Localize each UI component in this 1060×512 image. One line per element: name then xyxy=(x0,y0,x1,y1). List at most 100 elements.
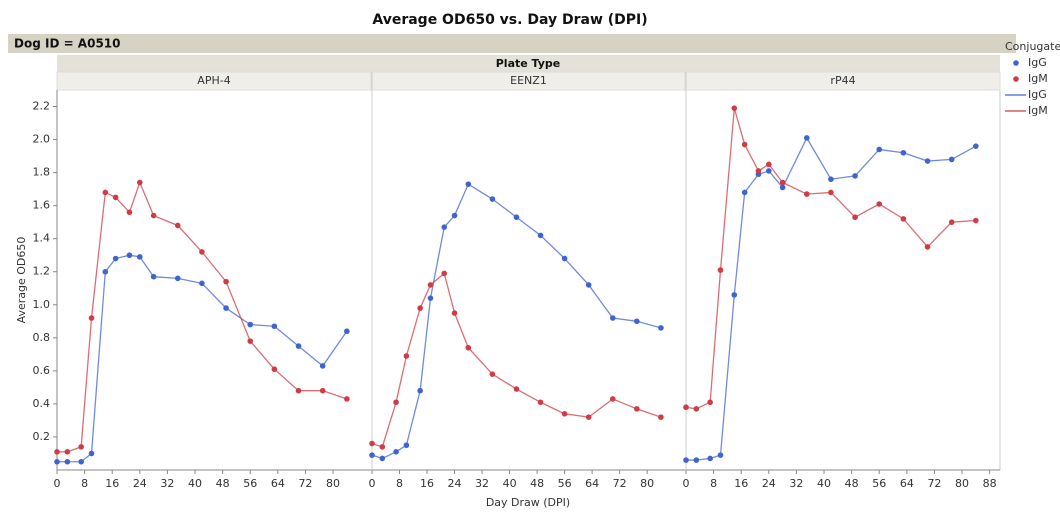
y-tick-label: 1.4 xyxy=(33,232,51,245)
data-point xyxy=(427,282,434,288)
x-tick-label: 16 xyxy=(420,477,434,490)
data-point xyxy=(319,363,326,369)
data-point xyxy=(489,196,496,202)
x-tick-label: 80 xyxy=(326,477,340,490)
data-point xyxy=(54,449,60,455)
data-point xyxy=(102,268,109,275)
y-tick-label: 1.8 xyxy=(33,166,51,179)
x-tick-label: 8 xyxy=(396,477,403,490)
data-point xyxy=(585,414,592,420)
data-point xyxy=(634,318,640,325)
panel-group-label: Plate Type xyxy=(496,57,561,70)
data-point xyxy=(441,224,448,230)
data-point xyxy=(88,450,95,457)
x-tick-label: 16 xyxy=(734,477,748,490)
data-point xyxy=(489,371,496,377)
data-point xyxy=(137,179,143,186)
x-tick-label: 64 xyxy=(271,477,285,490)
data-point xyxy=(199,249,205,255)
y-tick-label: 2.0 xyxy=(33,133,51,146)
series-line xyxy=(57,254,348,463)
series-line xyxy=(371,183,662,460)
data-point xyxy=(247,338,254,344)
data-point xyxy=(102,189,109,196)
data-point xyxy=(537,232,544,239)
data-point xyxy=(451,212,458,219)
data-point xyxy=(465,344,472,351)
x-tick-label: 16 xyxy=(105,477,119,490)
data-point xyxy=(223,305,229,311)
legend-label: IgM xyxy=(1028,104,1048,117)
data-point xyxy=(585,282,592,288)
y-tick-label: 1.2 xyxy=(33,265,51,278)
legend-marker xyxy=(1013,76,1019,82)
data-point xyxy=(271,366,278,373)
data-point xyxy=(609,396,616,402)
data-point xyxy=(88,315,95,321)
data-point xyxy=(112,194,119,201)
data-point xyxy=(900,216,907,222)
data-point xyxy=(369,440,375,447)
data-point xyxy=(755,168,762,174)
data-point xyxy=(779,179,786,186)
data-point xyxy=(707,399,713,406)
y-tick-label: 0.2 xyxy=(33,430,51,443)
data-point xyxy=(174,222,181,229)
panel-title: rP44 xyxy=(830,74,855,87)
data-point xyxy=(683,404,689,411)
data-point xyxy=(513,386,520,392)
x-tick-label: 48 xyxy=(216,477,230,490)
data-point xyxy=(393,449,399,455)
data-point xyxy=(393,399,399,406)
data-point xyxy=(717,452,724,458)
x-tick-label: 80 xyxy=(955,477,969,490)
data-point xyxy=(803,191,810,197)
x-tick-label: 24 xyxy=(762,477,776,490)
x-tick-label: 0 xyxy=(369,477,376,490)
panel-group-bar xyxy=(57,55,1000,72)
x-tick-label: 48 xyxy=(845,477,859,490)
data-point xyxy=(852,214,858,221)
y-axis-label: Average OD650 xyxy=(15,237,28,324)
data-point xyxy=(766,168,772,174)
data-point xyxy=(828,176,834,183)
data-point xyxy=(741,141,748,148)
data-point xyxy=(948,219,955,225)
data-point xyxy=(658,414,664,420)
data-point xyxy=(634,406,640,412)
data-point xyxy=(344,396,350,402)
y-tick-label: 1.0 xyxy=(33,298,51,311)
y-tick-label: 1.6 xyxy=(33,199,51,212)
data-point xyxy=(150,273,157,280)
plot-frame xyxy=(56,89,1001,471)
data-point xyxy=(852,173,858,179)
data-point xyxy=(658,325,664,331)
x-tick-label: 0 xyxy=(54,477,61,490)
data-point xyxy=(64,458,71,465)
x-tick-label: 64 xyxy=(585,477,599,490)
data-point xyxy=(948,156,955,163)
x-tick-label: 80 xyxy=(640,477,654,490)
y-tick-label: 0.8 xyxy=(33,331,51,344)
x-tick-label: 64 xyxy=(900,477,914,490)
data-point xyxy=(876,201,883,207)
data-point xyxy=(199,280,205,287)
data-point xyxy=(137,254,143,260)
x-tick-label: 72 xyxy=(298,477,312,490)
data-point xyxy=(900,149,907,156)
group-bar xyxy=(8,34,1016,53)
data-point xyxy=(731,292,738,298)
x-tick-label: 56 xyxy=(558,477,572,490)
data-point xyxy=(403,442,410,449)
data-point xyxy=(78,444,84,450)
data-point xyxy=(779,184,786,191)
data-point xyxy=(766,161,772,168)
legend-label: IgG xyxy=(1028,88,1047,101)
x-tick-label: 56 xyxy=(872,477,886,490)
x-tick-label: 24 xyxy=(133,477,147,490)
data-point xyxy=(924,158,931,164)
x-tick-label: 8 xyxy=(81,477,88,490)
data-point xyxy=(693,406,700,412)
group-label: Dog ID = A0510 xyxy=(14,37,121,51)
